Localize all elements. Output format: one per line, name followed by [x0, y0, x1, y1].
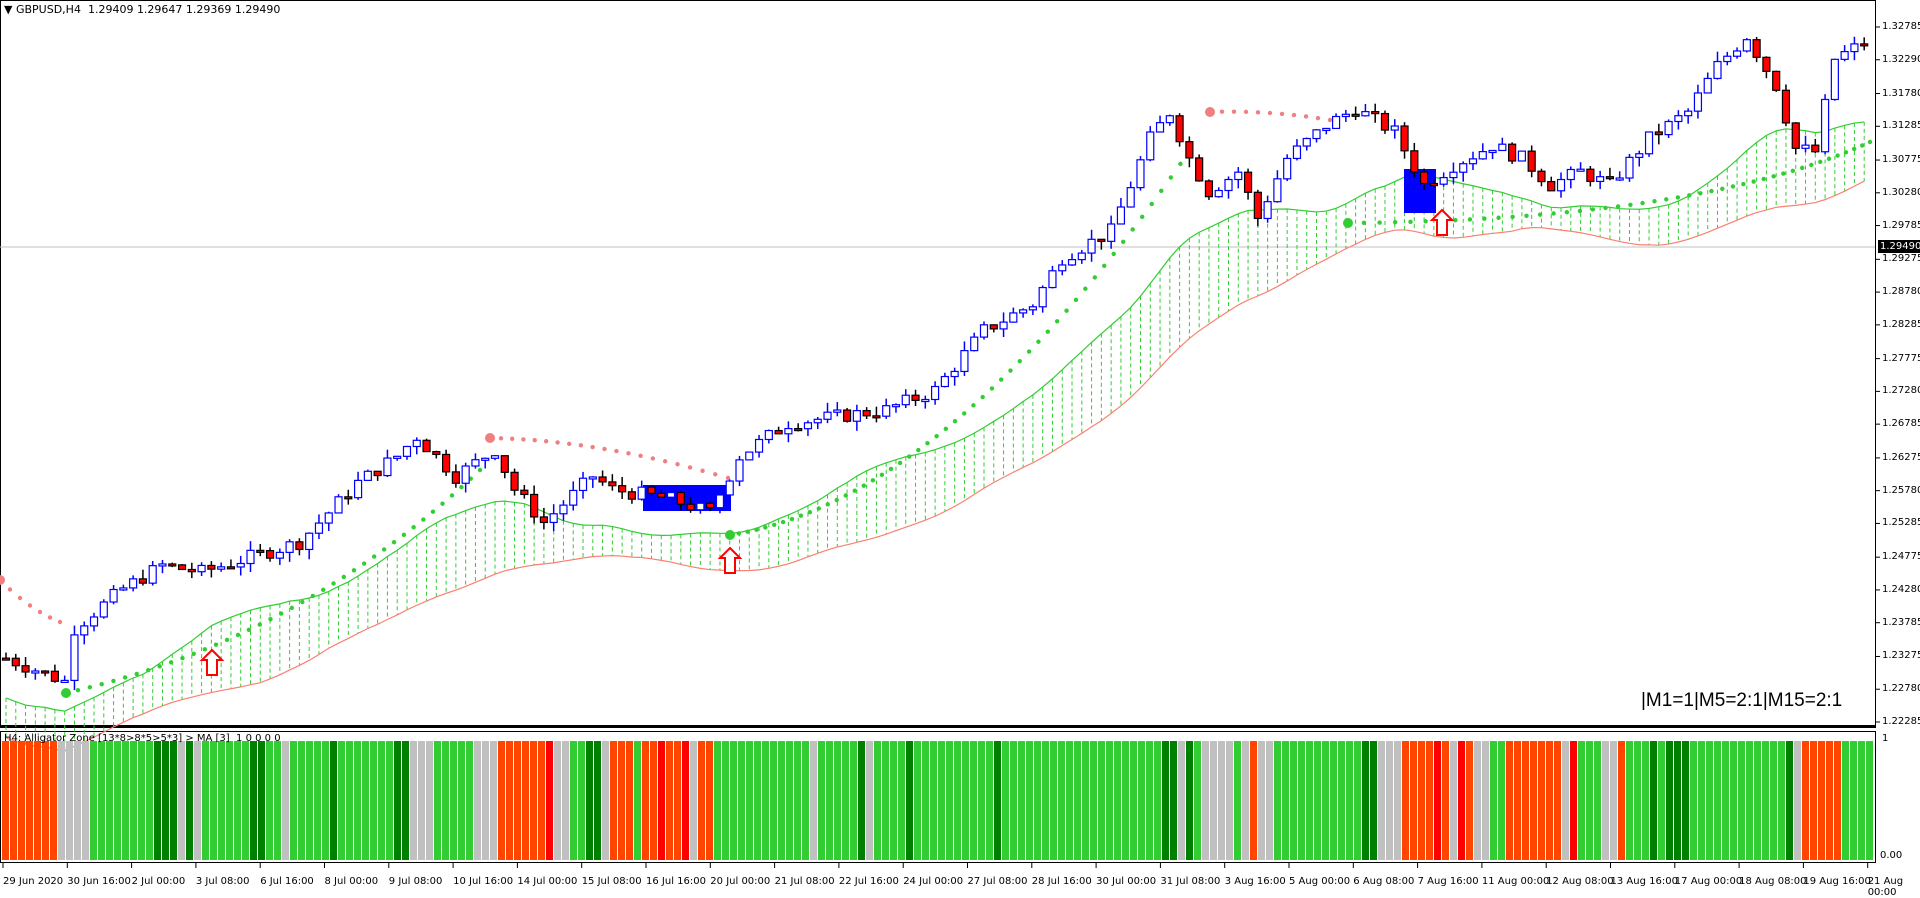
candlesticks	[1, 36, 1869, 691]
time-tick-label: 28 Jul 16:00	[1031, 876, 1092, 887]
time-tick-label: 19 Aug 16:00	[1803, 876, 1871, 887]
time-tick-label: 11 Aug 00:00	[1481, 876, 1550, 887]
price-tick-label: 1.30280	[1882, 186, 1920, 198]
price-tick-label: 1.23785	[1882, 616, 1920, 628]
price-tick-label: 1.28285	[1882, 318, 1920, 330]
time-tick-label: 9 Jul 08:00	[388, 876, 443, 887]
price-tick-label: 1.31780	[1882, 87, 1920, 99]
time-tick-label: 5 Aug 00:00	[1289, 876, 1351, 887]
time-tick-label: 20 Jul 00:00	[710, 876, 771, 887]
triangle-down-icon[interactable]: ▼	[4, 3, 16, 16]
price-tick-label: 1.26785	[1882, 418, 1920, 430]
ichimoku-cloud	[5, 121, 1865, 752]
price-tick-label: 1.24775	[1882, 551, 1920, 563]
time-tick-label: 7 Aug 16:00	[1417, 876, 1479, 887]
time-tick-label: 15 Jul 08:00	[581, 876, 642, 887]
time-tick-label: 17 Aug 00:00	[1674, 876, 1743, 887]
current-price-badge: 1.29490	[1878, 240, 1920, 253]
time-tick-label: 6 Aug 08:00	[1353, 876, 1415, 887]
up-arrows	[199, 208, 1455, 676]
subwindow-scale-bottom: 0.00	[1880, 850, 1903, 861]
time-tick-label: 12 Aug 08:00	[1546, 876, 1614, 887]
alligator-zone-histogram	[2, 741, 1873, 860]
timeframe-ratio-label: |M1=1|M5=2:1|M15=2:1	[1641, 690, 1843, 711]
price-tick-label: 1.30775	[1882, 154, 1920, 166]
price-tick-label: 1.28780	[1882, 286, 1920, 298]
price-tick-label: 1.23275	[1882, 650, 1920, 662]
symbol-timeframe: GBPUSD,H4	[15, 3, 81, 16]
time-tick-label: 16 Jul 16:00	[646, 876, 706, 887]
time-tick-label: 18 Aug 08:00	[1739, 876, 1807, 887]
axis-ticks	[2, 26, 1880, 868]
time-tick-label: 29 Jun 2020	[3, 876, 64, 887]
price-tick-label: 1.27280	[1882, 385, 1920, 397]
ohlc-values: 1.29409 1.29647 1.29369 1.29490	[87, 3, 281, 16]
price-tick-label: 1.31285	[1882, 120, 1920, 132]
time-tick-label: 2 Jul 00:00	[131, 876, 186, 887]
price-tick-label: 1.24280	[1882, 583, 1920, 595]
time-tick-label: 24 Jul 00:00	[903, 876, 964, 887]
time-tick-label: 8 Jul 00:00	[324, 876, 379, 887]
price-tick-label: 1.25285	[1882, 517, 1920, 529]
subwindow-label: H4: Alligator Zone [13*8>8*5>5*3] > MA […	[4, 733, 281, 744]
trend-dots	[0, 107, 1873, 698]
price-tick-label: 1.32785	[1882, 21, 1920, 32]
subwindow-scale-top: 1	[1882, 733, 1889, 744]
time-tick-label: 21 Jul 08:00	[774, 876, 835, 887]
price-tick-label: 1.32290	[1882, 53, 1920, 65]
time-tick-label: 10 Jul 16:00	[453, 876, 514, 887]
time-tick-label: 3 Jul 08:00	[195, 876, 250, 887]
time-tick-label: 31 Jul 08:00	[1160, 876, 1221, 887]
price-tick-label: 1.29275	[1882, 253, 1920, 265]
price-tick-label: 1.29785	[1882, 219, 1920, 231]
time-tick-label: 6 Jul 16:00	[260, 876, 314, 887]
time-tick-label: 13 Aug 16:00	[1610, 876, 1678, 887]
price-tick-label: 1.22285	[1882, 715, 1920, 727]
time-tick-label: 14 Jul 00:00	[517, 876, 578, 887]
time-tick-label: 27 Jul 08:00	[967, 876, 1028, 887]
price-tick-label: 1.25780	[1882, 484, 1920, 496]
subwindow-frame	[0, 731, 1876, 863]
time-tick-label: 22 Jul 16:00	[838, 876, 899, 887]
time-tick-label: 3 Aug 16:00	[1224, 876, 1286, 887]
price-tick-label: 1.27775	[1882, 352, 1920, 364]
time-tick-label: 30 Jun 16:00	[67, 876, 131, 887]
time-tick-label: 30 Jul 00:00	[1096, 876, 1157, 887]
main-chart-frame	[0, 0, 1876, 726]
price-tick-label: 1.26275	[1882, 451, 1920, 463]
price-tick-label: 1.22780	[1882, 683, 1920, 695]
time-tick-label: 21 Aug 00:00	[1867, 876, 1904, 898]
chart-header: ▼ GBPUSD,H4 1.29409 1.29647 1.29369 1.29…	[4, 3, 280, 16]
